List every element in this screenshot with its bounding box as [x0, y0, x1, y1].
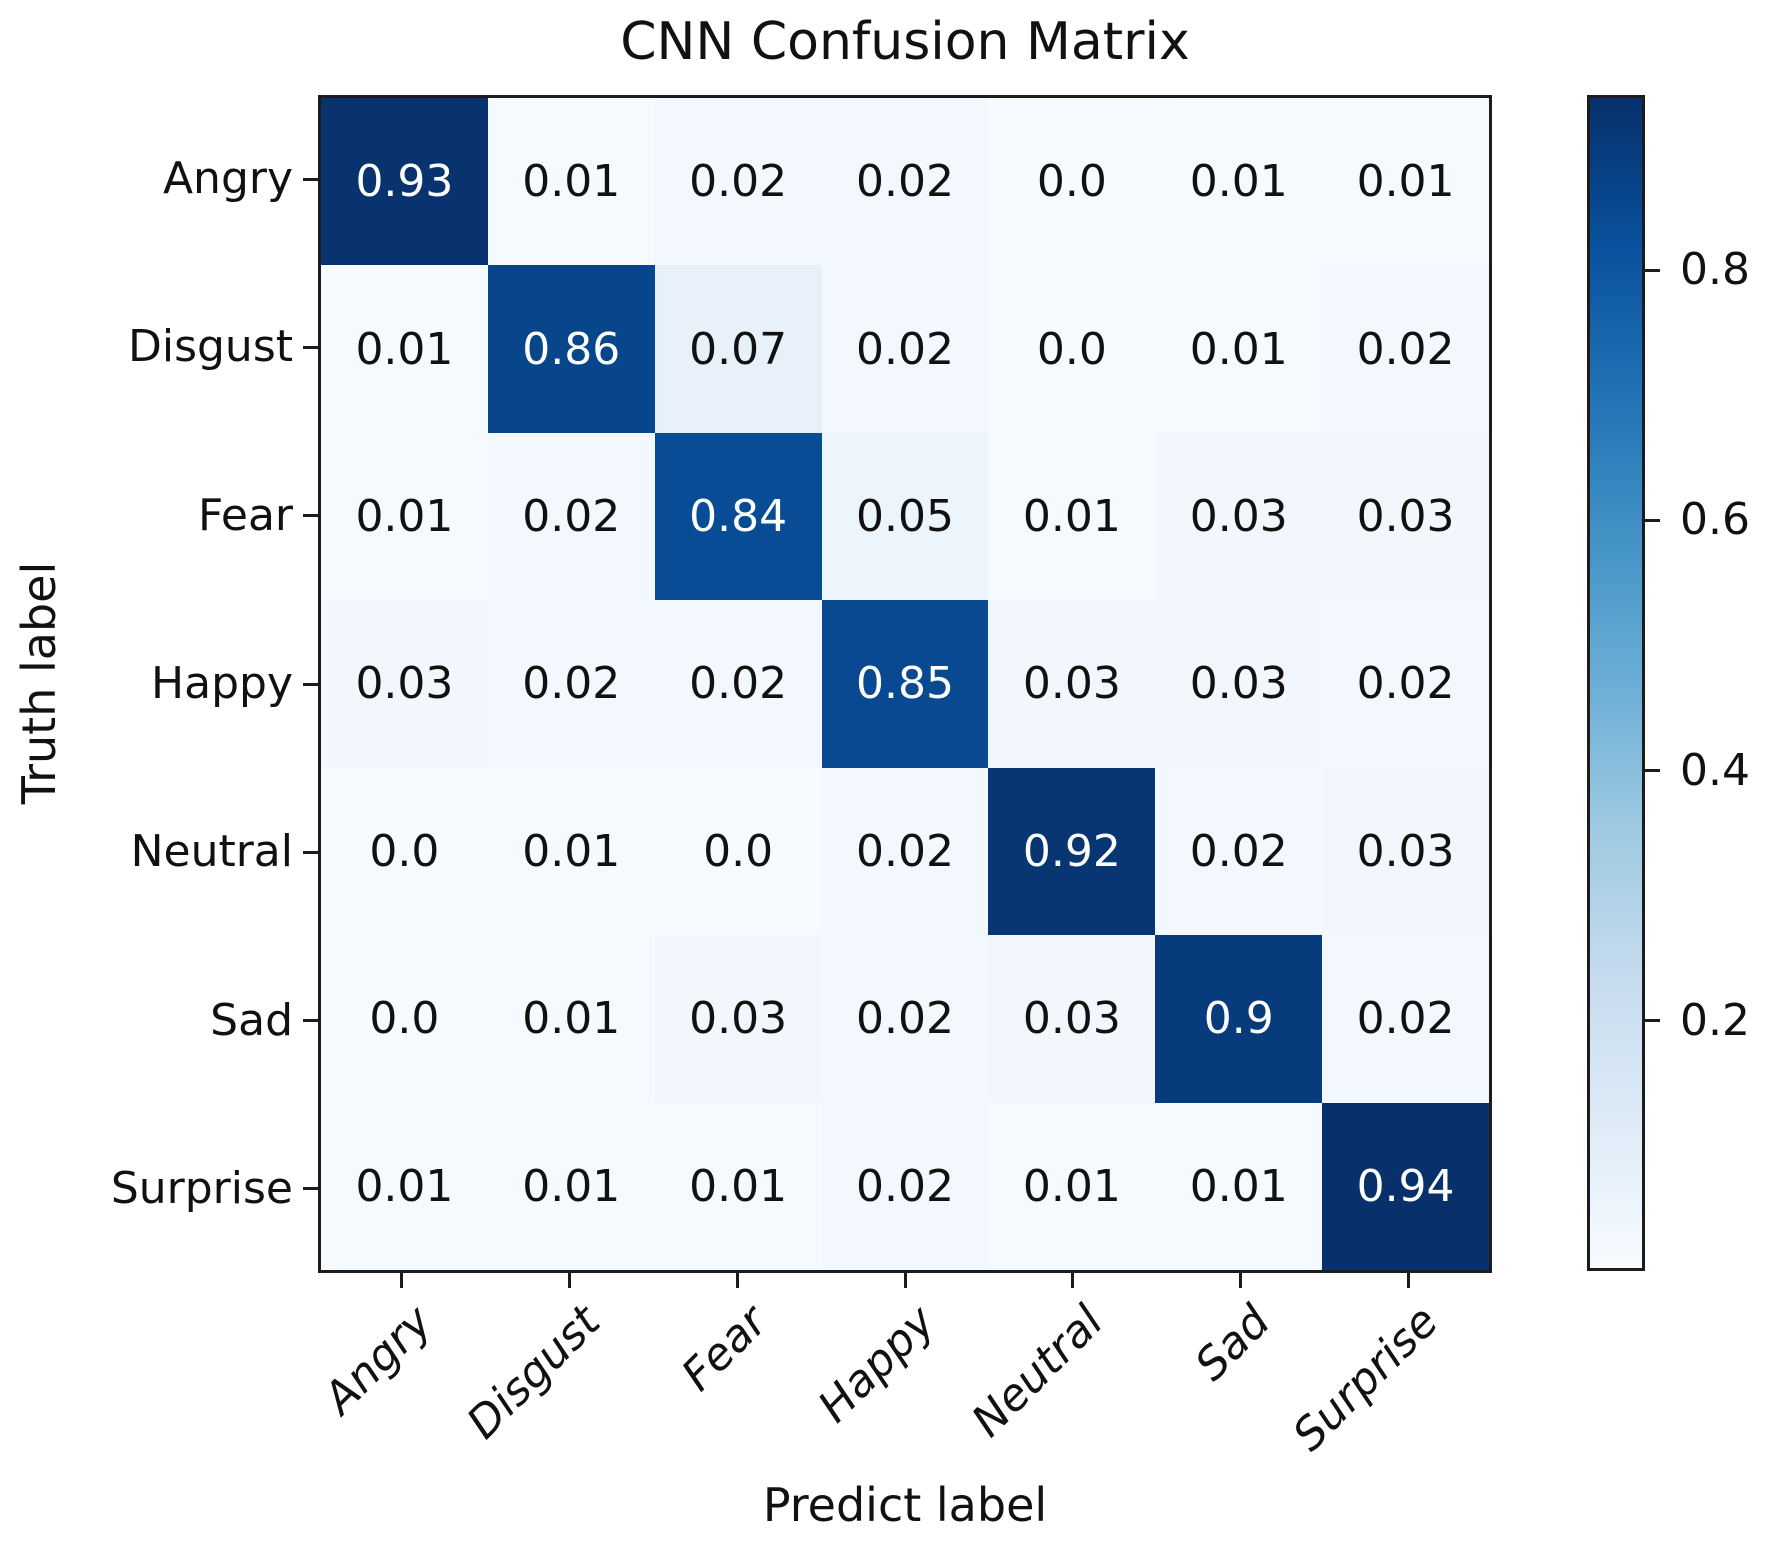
heatmap-grid: 0.93 0.01 0.02 0.02 0.0 0.01 0.01 0.01 0.86 0.07 0… — [318, 95, 1492, 1273]
matrix-cell-happy-neutral: 0.03 — [988, 600, 1156, 768]
colorbar-tick — [1645, 268, 1660, 272]
matrix-cell-angry-fear: 0.02 — [654, 98, 822, 266]
x-axis-tick — [735, 1273, 739, 1288]
matrix-cell-disgust-happy: 0.02 — [821, 265, 989, 433]
matrix-cell-sad-angry: 0.0 — [321, 935, 488, 1103]
matrix-cell-surprise-fear: 0.01 — [654, 1102, 822, 1270]
matrix-cell-disgust-fear: 0.07 — [654, 265, 822, 433]
matrix-cell-fear-surprise: 0.03 — [1322, 432, 1489, 601]
y-axis-tick — [303, 1019, 318, 1023]
matrix-cell-angry-angry: 0.93 — [321, 98, 488, 266]
matrix-cell-angry-sad: 0.01 — [1155, 98, 1323, 266]
matrix-cell-fear-neutral: 0.01 — [988, 432, 1156, 601]
matrix-cell-angry-neutral: 0.0 — [988, 98, 1156, 266]
matrix-cell-angry-happy: 0.02 — [821, 98, 989, 266]
colorbar-tick — [1645, 1019, 1660, 1023]
colorbar-tick-label-0.2: 0.2 — [1680, 994, 1750, 1046]
matrix-cell-neutral-disgust: 0.01 — [487, 767, 655, 936]
y-tick-label-neutral: Neutral — [130, 826, 293, 878]
y-tick-label-happy: Happy — [151, 658, 293, 709]
y-axis-tick — [303, 177, 318, 181]
matrix-cell-sad-disgust: 0.01 — [487, 935, 655, 1103]
y-tick-label-surprise: Surprise — [110, 1162, 293, 1214]
matrix-cell-disgust-neutral: 0.0 — [988, 265, 1156, 433]
y-tick-label-disgust: Disgust — [127, 321, 293, 373]
matrix-cell-surprise-angry: 0.01 — [321, 1102, 488, 1270]
matrix-cell-disgust-sad: 0.01 — [1155, 265, 1323, 433]
matrix-cell-surprise-disgust: 0.01 — [487, 1102, 655, 1270]
matrix-cell-happy-sad: 0.03 — [1155, 600, 1323, 768]
matrix-cell-surprise-neutral: 0.01 — [988, 1102, 1156, 1270]
matrix-cell-neutral-angry: 0.0 — [321, 767, 488, 936]
matrix-cell-disgust-surprise: 0.02 — [1322, 265, 1489, 433]
matrix-cell-sad-fear: 0.03 — [654, 935, 822, 1103]
y-tick-label-sad: Sad — [210, 994, 293, 1046]
y-tick-label-fear: Fear — [197, 489, 293, 541]
y-axis-tick — [303, 1187, 318, 1191]
colorbar-tick-label-0.4: 0.4 — [1680, 744, 1750, 796]
colorbar-tick-label-0.8: 0.8 — [1680, 244, 1750, 296]
y-tick-label-angry: Angry — [162, 153, 293, 205]
matrix-cell-fear-fear: 0.84 — [654, 432, 822, 601]
matrix-cell-angry-disgust: 0.01 — [487, 98, 655, 266]
matrix-cell-fear-sad: 0.03 — [1155, 432, 1323, 601]
matrix-cell-sad-sad: 0.9 — [1155, 935, 1323, 1103]
chart-title: CNN Confusion Matrix — [620, 12, 1190, 72]
x-axis-tick — [1406, 1273, 1410, 1288]
colorbar-tick — [1645, 518, 1660, 522]
colorbar — [1587, 95, 1645, 1271]
matrix-cell-disgust-angry: 0.01 — [321, 265, 488, 433]
x-axis-tick — [1071, 1273, 1075, 1288]
matrix-cell-angry-surprise: 0.01 — [1322, 98, 1489, 266]
matrix-cell-fear-happy: 0.05 — [821, 432, 989, 601]
colorbar-tick-label-0.6: 0.6 — [1680, 494, 1750, 546]
matrix-cell-sad-surprise: 0.02 — [1322, 935, 1489, 1103]
y-axis-tick — [303, 345, 318, 349]
matrix-cell-neutral-fear: 0.0 — [654, 767, 822, 936]
matrix-cell-neutral-sad: 0.02 — [1155, 767, 1323, 936]
matrix-cell-happy-angry: 0.03 — [321, 600, 488, 768]
y-axis-tick — [303, 682, 318, 686]
x-axis-tick — [400, 1273, 404, 1288]
matrix-cell-surprise-happy: 0.02 — [821, 1102, 989, 1270]
matrix-cell-surprise-surprise: 0.94 — [1322, 1102, 1489, 1270]
matrix-cell-happy-surprise: 0.02 — [1322, 600, 1489, 768]
matrix-cell-neutral-neutral: 0.92 — [988, 767, 1156, 936]
y-axis-tick — [303, 850, 318, 854]
matrix-cell-happy-fear: 0.02 — [654, 600, 822, 768]
matrix-cell-happy-happy: 0.85 — [821, 600, 989, 768]
matrix-cell-surprise-sad: 0.01 — [1155, 1102, 1323, 1270]
matrix-cell-neutral-happy: 0.02 — [821, 767, 989, 936]
matrix-cell-disgust-disgust: 0.86 — [487, 265, 655, 433]
matrix-cell-fear-angry: 0.01 — [321, 432, 488, 601]
matrix-cell-sad-neutral: 0.03 — [988, 935, 1156, 1103]
x-axis-tick — [1238, 1273, 1242, 1288]
matrix-cell-sad-happy: 0.02 — [821, 935, 989, 1103]
matrix-cell-happy-disgust: 0.02 — [487, 600, 655, 768]
matrix-cell-neutral-surprise: 0.03 — [1322, 767, 1489, 936]
matrix-cell-fear-disgust: 0.02 — [487, 432, 655, 601]
x-axis-label: Predict label — [762, 1478, 1048, 1532]
x-axis-tick — [568, 1273, 572, 1288]
y-axis-tick — [303, 514, 318, 518]
x-axis-tick — [903, 1273, 907, 1288]
colorbar-tick — [1645, 769, 1660, 773]
